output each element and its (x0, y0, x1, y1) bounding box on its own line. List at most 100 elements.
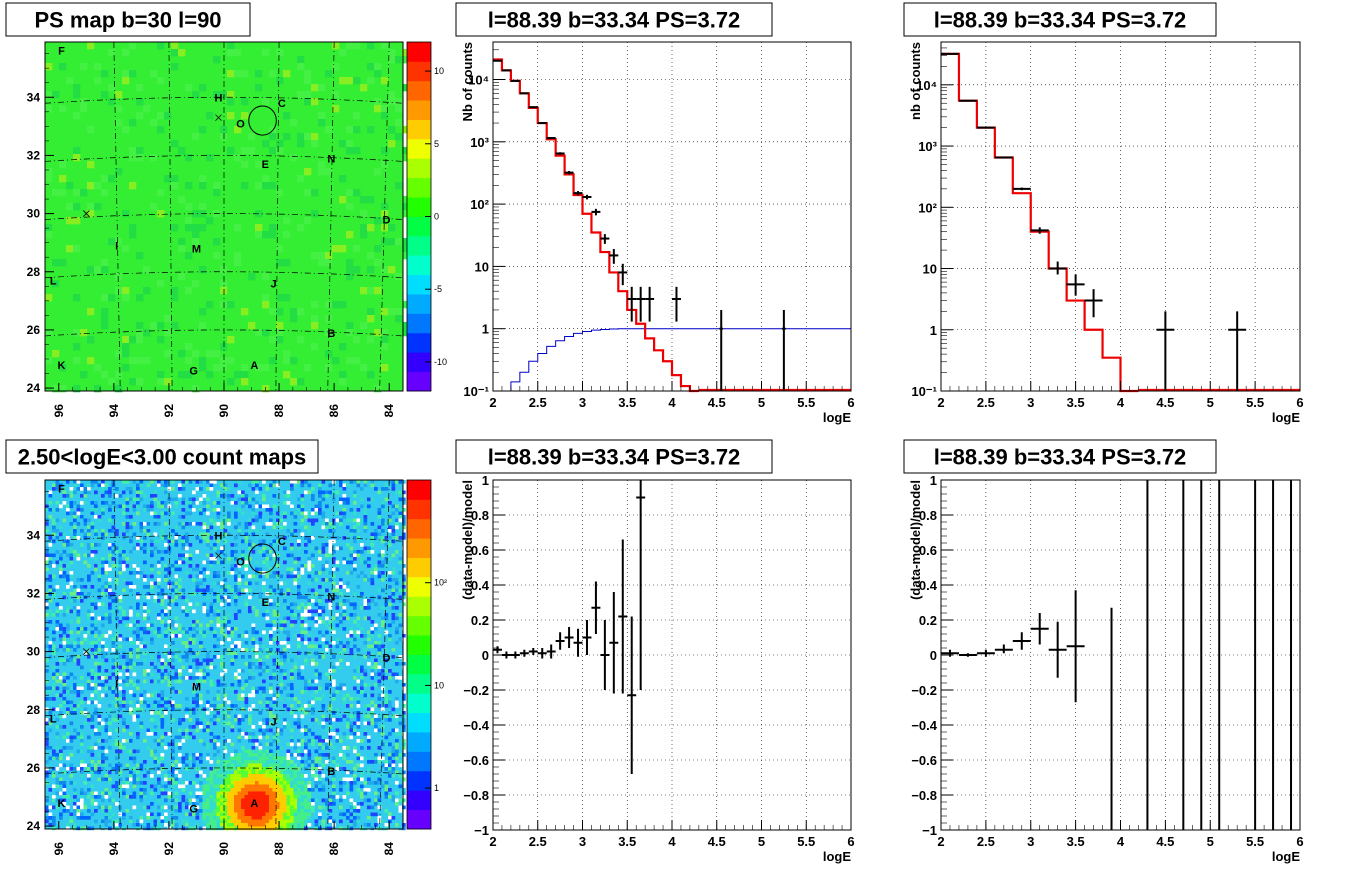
count_map-pixel (252, 659, 256, 663)
count_map-pixel (220, 781, 224, 785)
count_map-pixel (122, 505, 126, 509)
count_map-pixel (266, 778, 270, 782)
count_map-pixel (245, 750, 249, 754)
count_map-pixel (217, 806, 221, 810)
ps_map-pixel (262, 301, 269, 308)
ps_map-pixel (171, 175, 178, 182)
count_map-pixel (304, 690, 308, 694)
count_map-pixel (87, 526, 91, 530)
count_map-pixel (136, 750, 140, 754)
count_map-pixel (353, 820, 357, 824)
count_map-pixel (105, 585, 109, 589)
count_map-pixel (133, 631, 137, 635)
count_map-pixel (231, 701, 235, 705)
ps_map-pixel (213, 350, 220, 357)
ps_map-palette-step (407, 139, 431, 159)
count_map-pixel (140, 697, 144, 701)
count_map-pixel (91, 774, 95, 778)
count_map-pixel (136, 655, 140, 659)
count_map-pixel (255, 767, 259, 771)
count_map-pixel (70, 704, 74, 708)
count_map-pixel (241, 480, 245, 484)
count_map-pixel (325, 578, 329, 582)
count_map-pixel (231, 813, 235, 817)
count_map-pixel (245, 792, 249, 796)
count_map-pixel (318, 561, 322, 565)
count_map-pixel (122, 746, 126, 750)
count_map-pixel (94, 694, 98, 698)
count_map-pixel (297, 760, 301, 764)
count_map-pixel (308, 795, 312, 799)
count_map-pixel (255, 610, 259, 614)
count_map-pixel (101, 484, 105, 488)
count_map-pixel (157, 617, 161, 621)
count_map-pixel (227, 508, 231, 512)
count_map-pixel (119, 557, 123, 561)
count_map-pixel (262, 582, 266, 586)
count_map-pixel (73, 795, 77, 799)
count_map-pixel (108, 620, 112, 624)
count_map-pixel (189, 827, 193, 831)
count_map-pixel (252, 515, 256, 519)
count_map-pixel (287, 743, 291, 747)
count_map-pixel (192, 736, 196, 740)
count_map-pixel (217, 764, 221, 768)
count_map-pixel (273, 736, 277, 740)
ps_map-pixel (171, 42, 178, 49)
count_map-pixel (360, 519, 364, 523)
count_map-pixel (301, 816, 305, 820)
count_map-pixel (199, 512, 203, 516)
count_map-pixel (280, 732, 284, 736)
count_map-pixel (231, 743, 235, 747)
count_map-pixel (238, 480, 242, 484)
count_map-pixel (108, 557, 112, 561)
count_map-pixel (203, 806, 207, 810)
count_map-pixel (294, 774, 298, 778)
count_map-pixel (206, 813, 210, 817)
count_map-pixel (171, 820, 175, 824)
count_map-pixel (213, 599, 217, 603)
count_map-pixel (308, 491, 312, 495)
count_map-pixel (217, 491, 221, 495)
count_map-pixel (245, 631, 249, 635)
count_map-pixel (353, 589, 357, 593)
count_map-pixel (203, 568, 207, 572)
count_map-pixel (220, 746, 224, 750)
ps_map-pixel (339, 378, 346, 385)
count_map-pixel (59, 816, 63, 820)
ps_map-pixel (185, 357, 192, 364)
count_map-pixel (231, 589, 235, 593)
count_map-pixel (185, 729, 189, 733)
count_map-pixel (315, 767, 319, 771)
count_map-pixel (66, 634, 70, 638)
count_map-pixel (133, 662, 137, 666)
count_map-pixel (311, 746, 315, 750)
ps_map-pixel (262, 294, 269, 301)
count_map-pixel (238, 736, 242, 740)
ps_map-pixel (381, 203, 388, 210)
count_map-pixel (178, 746, 182, 750)
ps_map-pixel (108, 98, 115, 105)
count_map-pixel (185, 536, 189, 540)
count_map-pixel (175, 543, 179, 547)
count_map-pixel (287, 788, 291, 792)
count_map-pixel (70, 589, 74, 593)
count_map-pixel (189, 627, 193, 631)
count_map-pixel (213, 788, 217, 792)
count_map-pixel (178, 781, 182, 785)
count_map-pixel (164, 806, 168, 810)
count_map-pixel (234, 823, 238, 827)
count_map-pixel (332, 697, 336, 701)
count_map-pixel (143, 652, 147, 656)
count_map-pixel (353, 781, 357, 785)
count_map-pixel (70, 687, 74, 691)
count_map-pixel (150, 624, 154, 628)
count_map-pixel (77, 533, 81, 537)
count_map-pixel (175, 561, 179, 565)
count_map-pixel (287, 529, 291, 533)
count_map-pixel (94, 627, 98, 631)
count_map-pixel (129, 753, 133, 757)
count_map-pixel (206, 704, 210, 708)
count_map-pixel (287, 806, 291, 810)
count_map-pixel (308, 568, 312, 572)
